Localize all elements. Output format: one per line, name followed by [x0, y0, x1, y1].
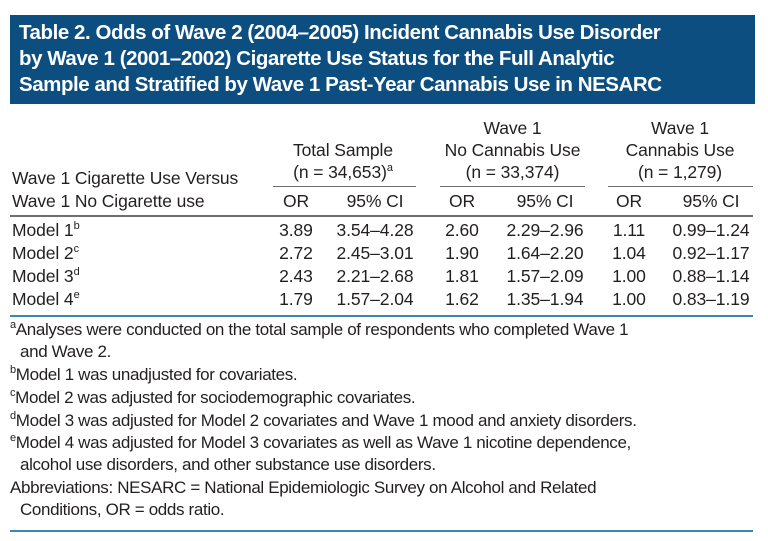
cell-or: 1.90 — [445, 243, 479, 263]
cell-or: 2.60 — [445, 220, 479, 240]
row-label: Model 2c — [12, 243, 79, 263]
group-header-no-cannabis: Wave 1 No Cannabis Use (n = 33,374) — [430, 117, 595, 183]
row-label: Model 4e — [12, 289, 80, 309]
subheader-ci: 95% CI — [516, 191, 574, 211]
group-header-line: No Cannabis Use — [444, 140, 581, 160]
cell-or: 1.11 — [612, 220, 646, 240]
cell-or: 1.81 — [445, 266, 479, 286]
group-header-line: Wave 1 — [650, 118, 710, 138]
group-header-n: (n = 33,374) — [465, 162, 560, 182]
cell-ci: 1.35–1.94 — [506, 289, 584, 309]
table-bottom-rule — [10, 315, 753, 317]
group-underline — [273, 186, 416, 187]
subheader-or: OR — [448, 191, 476, 211]
cell-ci: 1.57–2.04 — [336, 289, 414, 309]
header-rule — [10, 215, 753, 217]
title-line: Table 2. Odds of Wave 2 (2004–2005) Inci… — [19, 21, 661, 44]
group-header-line: Cannabis Use — [625, 140, 735, 160]
row-header-line2: Wave 1 No Cigarette use — [12, 191, 205, 211]
group-underline — [608, 186, 753, 187]
footnote-c: cModel 2 was adjusted for sociodemograph… — [10, 387, 416, 408]
cell-or: 1.62 — [445, 289, 479, 309]
cell-or: 2.72 — [279, 243, 313, 263]
cell-ci: 2.29–2.96 — [506, 220, 584, 240]
subheader-or: OR — [282, 191, 310, 211]
group-header-n: (n = 1,279) — [637, 162, 723, 182]
row-label: Model 1b — [12, 220, 80, 240]
subheader-ci: 95% CI — [682, 191, 740, 211]
cell-ci: 2.21–2.68 — [336, 266, 414, 286]
group-header-n: (n = 34,653)a — [293, 162, 393, 182]
footer-rule — [10, 530, 753, 532]
table-title: Table 2. Odds of Wave 2 (2004–2005) Inci… — [10, 15, 755, 104]
cell-or: 3.89 — [279, 220, 313, 240]
title-line: by Wave 1 (2001–2002) Cigarette Use Stat… — [19, 47, 615, 70]
cell-or: 1.00 — [612, 266, 646, 286]
group-header-line: Wave 1 — [483, 118, 542, 138]
cell-ci: 1.57–2.09 — [506, 266, 584, 286]
cell-ci: 1.64–2.20 — [506, 243, 584, 263]
cell-ci: 0.88–1.14 — [672, 266, 750, 286]
footnote-d: dModel 3 was adjusted for Model 2 covari… — [10, 410, 637, 431]
cell-or: 1.04 — [612, 243, 646, 263]
group-header-total-sample: Total Sample (n = 34,653)a — [263, 139, 423, 183]
row-header-line1: Wave 1 Cigarette Use Versus — [12, 168, 239, 188]
subheader-or: OR — [615, 191, 643, 211]
subheader-ci: 95% CI — [346, 191, 404, 211]
cell-ci: 2.45–3.01 — [336, 243, 414, 263]
cell-ci: 3.54–4.28 — [336, 220, 414, 240]
title-line: Sample and Stratified by Wave 1 Past-Yea… — [19, 73, 662, 96]
footnote-abbreviations: Abbreviations: NESARC = National Epidemi… — [10, 478, 597, 519]
cell-ci: 0.92–1.17 — [672, 243, 750, 263]
cell-or: 1.79 — [279, 289, 313, 309]
group-underline — [440, 186, 585, 187]
cell-ci: 0.83–1.19 — [672, 289, 750, 309]
footnote-b: bModel 1 was unadjusted for covariates. — [10, 364, 298, 385]
row-label: Model 3d — [12, 266, 80, 286]
cell-ci: 0.99–1.24 — [672, 220, 750, 240]
cell-or: 2.43 — [279, 266, 313, 286]
cell-or: 1.00 — [612, 289, 646, 309]
footnote-e: eModel 4 was adjusted for Model 3 covari… — [10, 432, 631, 475]
footnote-a: aAnalyses were conducted on the total sa… — [10, 319, 629, 362]
group-header-line: Total Sample — [293, 140, 393, 160]
group-header-cannabis: Wave 1 Cannabis Use (n = 1,279) — [600, 117, 760, 183]
